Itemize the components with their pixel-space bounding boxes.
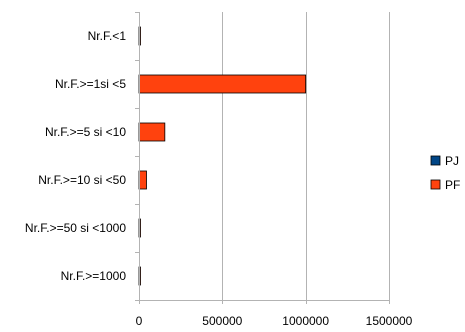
gridlines bbox=[139, 12, 390, 300]
category-label: Nr.F.>=5 si <10 bbox=[45, 125, 126, 139]
category-label: Nr.F.>=10 si <50 bbox=[38, 173, 126, 187]
bar-pf bbox=[138, 122, 166, 142]
category-label: Nr.F.>=50 si <1000 bbox=[25, 221, 126, 235]
x-tick-label: 1500000 bbox=[366, 314, 413, 328]
x-tick-label: 0 bbox=[136, 314, 143, 328]
axes bbox=[135, 12, 390, 304]
legend: PJ PF bbox=[430, 154, 460, 192]
legend-swatch-pf bbox=[430, 179, 441, 190]
category-label: Nr.F.>=1000 bbox=[61, 269, 127, 283]
x-tick-label: 500000 bbox=[202, 314, 242, 328]
bar-pf bbox=[138, 170, 147, 190]
x-tick-label: 1000000 bbox=[282, 314, 329, 328]
legend-label-pf: PF bbox=[445, 178, 460, 192]
legend-label-pj: PJ bbox=[445, 154, 459, 168]
legend-swatch-pj bbox=[430, 155, 441, 166]
category-labels: Nr.F.<1 Nr.F.>=1si <5 Nr.F.>=5 si <10 Nr.F.… bbox=[25, 29, 126, 283]
bar-pf bbox=[138, 74, 307, 94]
category-label: Nr.F.<1 bbox=[88, 29, 127, 43]
category-label: Nr.F.>=1si <5 bbox=[55, 77, 126, 91]
x-tick-labels: 0 500000 1000000 1500000 bbox=[136, 314, 413, 328]
